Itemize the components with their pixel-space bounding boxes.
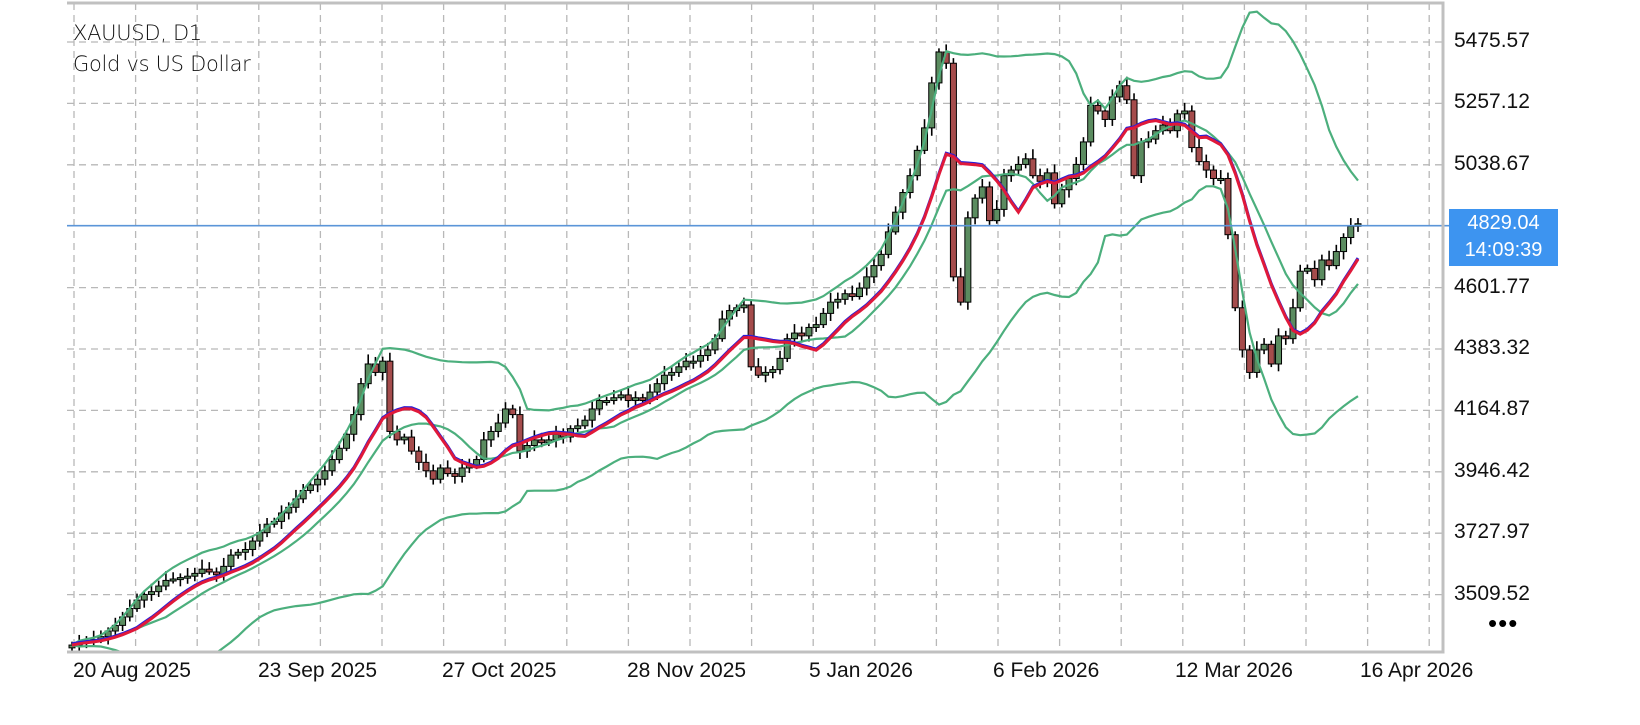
current-price-value: 4829.04 [1467, 212, 1540, 234]
date-tick-label: 16 Apr 2026 [1360, 659, 1474, 682]
date-tick-label: 6 Feb 2026 [993, 659, 1100, 682]
price-tick-label: 4164.87 [1454, 397, 1530, 421]
date-tick-label: 23 Sep 2025 [258, 659, 378, 682]
date-tick-label: 28 Nov 2025 [627, 659, 747, 682]
price-tick-label: 5038.67 [1454, 151, 1530, 175]
price-tick-label: 5257.12 [1454, 90, 1530, 114]
bar-countdown: 14:09:39 [1464, 239, 1543, 261]
price-tick-label: 3946.42 [1454, 458, 1530, 482]
price-tick-label: 4383.32 [1454, 336, 1530, 359]
symbol-label: XAUUSD, D1 [73, 21, 202, 45]
price-tick-label: 3509.52 [1454, 581, 1530, 605]
symbol-title-block: XAUUSD, D1 Gold vs US Dollar [73, 18, 251, 80]
price-tick-label: 3727.97 [1454, 520, 1530, 544]
date-tick-label: 12 Mar 2026 [1175, 659, 1293, 682]
instrument-name: Gold vs US Dollar [73, 52, 251, 76]
price-tick-label: 4601.77 [1454, 274, 1530, 298]
current-price-tag: 4829.04 14:09:39 [1449, 209, 1558, 266]
price-tick-label: 5475.57 [1454, 29, 1530, 52]
date-tick-label: 5 Jan 2026 [809, 659, 913, 682]
date-tick-label: 20 Aug 2025 [73, 659, 191, 682]
date-tick-label: 27 Oct 2025 [442, 659, 557, 682]
more-options-icon[interactable]: ••• [1488, 608, 1519, 638]
